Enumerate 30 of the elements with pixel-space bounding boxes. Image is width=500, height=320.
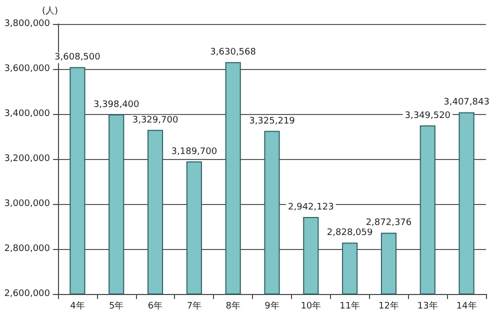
y-tick-label: 2,800,000 <box>4 244 50 254</box>
data-label: 3,189,700 <box>171 146 218 157</box>
x-tick-label: 10年 <box>300 300 322 312</box>
data-label: 2,872,376 <box>366 218 412 228</box>
x-tick-label: 5年 <box>108 300 124 312</box>
x-tick-label: 14年 <box>456 300 477 312</box>
y-tick-label: 3,600,000 <box>4 64 50 74</box>
data-label: 3,398,400 <box>93 100 140 110</box>
y-tick-label: 3,000,000 <box>4 199 50 209</box>
y-tick-label: 3,200,000 <box>4 154 50 164</box>
x-tick-label: 11年 <box>340 300 360 312</box>
y-tick-label: 3,800,000 <box>4 19 50 29</box>
data-label: 3,630,568 <box>210 48 256 58</box>
data-label: 3,407,843 <box>444 98 490 108</box>
x-tick-label: 12年 <box>378 300 399 312</box>
x-tick-label: 6年 <box>148 300 163 312</box>
data-label: 2,942,123 <box>288 202 334 213</box>
x-tick-label: 13年 <box>417 300 438 312</box>
x-tick-label: 8年 <box>226 300 240 312</box>
data-label: 3,325,219 <box>249 116 296 126</box>
y-axis-title: (人) <box>42 6 58 16</box>
data-label: 3,329,700 <box>132 115 178 126</box>
y-tick-label: 2,600,000 <box>4 289 50 299</box>
x-tick-label: 9年 <box>264 300 280 312</box>
x-tick-label: 4年 <box>70 300 85 312</box>
y-tick-label: 3,400,000 <box>4 109 50 119</box>
x-tick-label: 7年 <box>186 300 202 312</box>
data-label: 2,828,059 <box>326 228 373 238</box>
data-label: 3,608,500 <box>54 52 101 63</box>
data-label: 3,349,520 <box>404 110 451 121</box>
